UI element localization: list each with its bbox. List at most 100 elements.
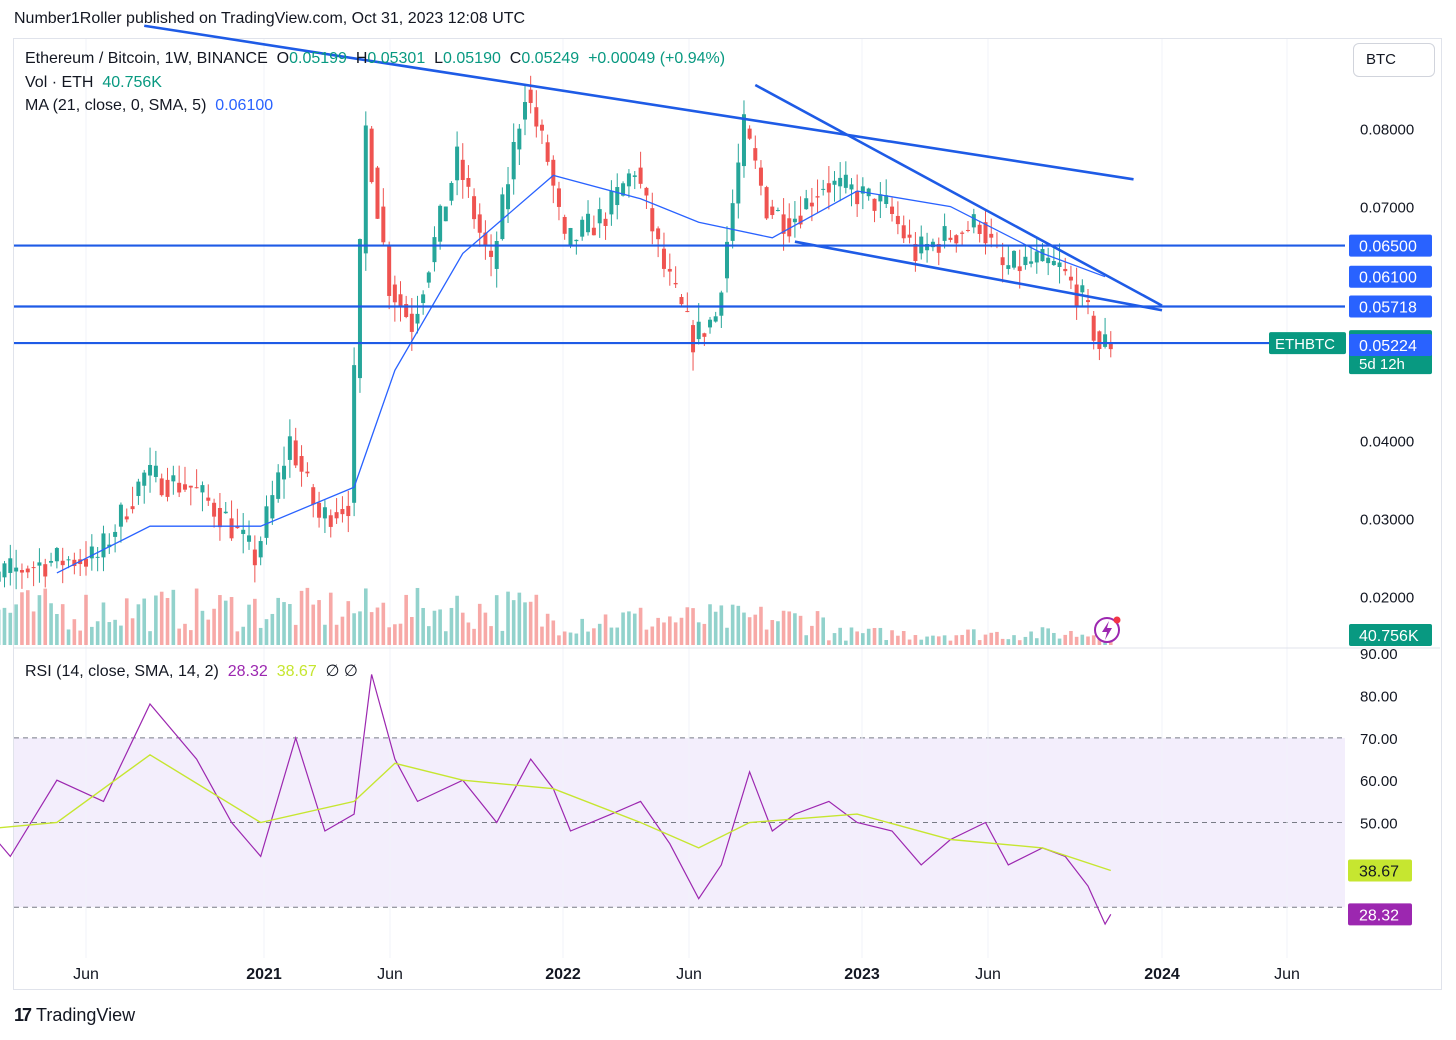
candle-body — [43, 564, 48, 577]
candle-body — [340, 509, 345, 515]
volume-bar — [1074, 636, 1079, 645]
candle-body — [37, 562, 42, 566]
volume-bar — [293, 624, 298, 645]
candle-body — [667, 268, 672, 272]
time-axis-tick: 2022 — [545, 966, 581, 983]
candle-body — [235, 526, 240, 529]
volume-bar — [668, 616, 672, 645]
candle-body — [615, 187, 620, 206]
volume-bar — [866, 628, 871, 645]
volume-bar — [702, 623, 707, 645]
volume-bar — [183, 623, 187, 645]
footer: 17 TradingView — [14, 1005, 135, 1026]
volume-bar — [20, 592, 24, 645]
volume-bar — [1029, 631, 1033, 645]
candle-body — [287, 436, 292, 460]
candle-body — [556, 188, 561, 207]
candle-body — [849, 184, 854, 190]
candle-body — [798, 215, 803, 225]
candle-body — [1051, 261, 1056, 266]
volume-bar — [685, 607, 690, 645]
legend-change: +0.00049 (+0.94%) — [588, 50, 726, 67]
volume-bar — [919, 639, 924, 645]
candle-body — [188, 485, 193, 488]
volume-bar — [656, 617, 660, 645]
candle-body — [948, 237, 953, 240]
candle-body — [1080, 285, 1085, 293]
volume-bar — [650, 626, 655, 645]
rsi-axis-tick: 90.00 — [1360, 646, 1398, 663]
candle-body — [54, 548, 59, 562]
volume-bar — [713, 611, 718, 645]
volume-bar — [258, 627, 263, 645]
volume-bar — [159, 591, 164, 645]
volume-bar — [1000, 638, 1005, 645]
volume-bar — [679, 617, 684, 645]
candle-body — [223, 511, 228, 514]
volume-bar — [84, 594, 88, 645]
volume-bar — [483, 612, 488, 645]
candle-body — [736, 162, 741, 204]
volume-bar — [37, 595, 42, 645]
volume-bar — [849, 627, 854, 645]
volume-bar — [609, 627, 614, 645]
candle-body — [270, 495, 275, 519]
candle-body — [562, 216, 567, 234]
volume-bar — [107, 622, 112, 645]
volume-bar — [673, 622, 678, 645]
volume-bar — [798, 615, 803, 645]
volume-bar — [223, 600, 228, 645]
volume-bar — [247, 604, 251, 645]
volume-bar — [562, 631, 567, 645]
volume-bar — [855, 631, 859, 645]
volume-bar — [218, 595, 222, 645]
legend-rsi-label: RSI (14, close, SMA, 14, 2) — [25, 663, 219, 680]
volume-bar — [95, 621, 100, 645]
legend-low-label: L — [434, 50, 444, 67]
candle-body — [855, 191, 860, 205]
candle-body — [913, 244, 918, 262]
candle-body — [494, 240, 499, 269]
tradingview-logo-icon: 17 — [14, 1005, 32, 1025]
volume-bar — [415, 587, 420, 645]
price-label-ma: 0.06100 — [1359, 270, 1417, 287]
volume-bar — [753, 614, 758, 645]
volume-bar — [364, 588, 368, 645]
candle-body — [832, 180, 837, 185]
candle-body — [626, 173, 631, 187]
volume-bar — [432, 610, 437, 645]
candle-body — [925, 243, 930, 251]
volume-bar — [580, 618, 584, 645]
candle-body — [860, 186, 865, 194]
candle-body — [815, 196, 820, 198]
candle-body — [673, 282, 678, 285]
candle-body — [1012, 250, 1017, 268]
volume-bar — [977, 640, 982, 645]
volume-bar — [443, 631, 448, 645]
volume-bar — [305, 587, 310, 645]
volume-bar — [691, 608, 695, 645]
volume-bar — [528, 601, 533, 645]
candle-body — [107, 544, 112, 548]
candle-body — [136, 481, 141, 496]
volume-bar — [427, 626, 431, 645]
candle-body — [460, 159, 465, 180]
volume-bar — [989, 632, 994, 645]
candle-body — [679, 297, 684, 305]
candle-body — [2, 563, 7, 578]
volume-bar — [119, 625, 123, 645]
legend-ma-label: MA (21, close, 0, SMA, 5) — [25, 97, 207, 114]
volume-bar — [1063, 634, 1068, 645]
candle-body — [177, 482, 182, 493]
candle-body — [1097, 331, 1102, 350]
volume-bar — [815, 611, 820, 645]
volume-bar — [43, 588, 48, 645]
candle-body — [426, 272, 431, 283]
candle-body — [551, 159, 556, 186]
volume-bar — [438, 609, 442, 645]
compare-symbol-button[interactable]: BTC — [1353, 43, 1435, 77]
volume-bar — [960, 634, 964, 645]
legend-rsi-extra: ∅ ∅ — [325, 663, 358, 680]
candle-body — [432, 237, 437, 263]
